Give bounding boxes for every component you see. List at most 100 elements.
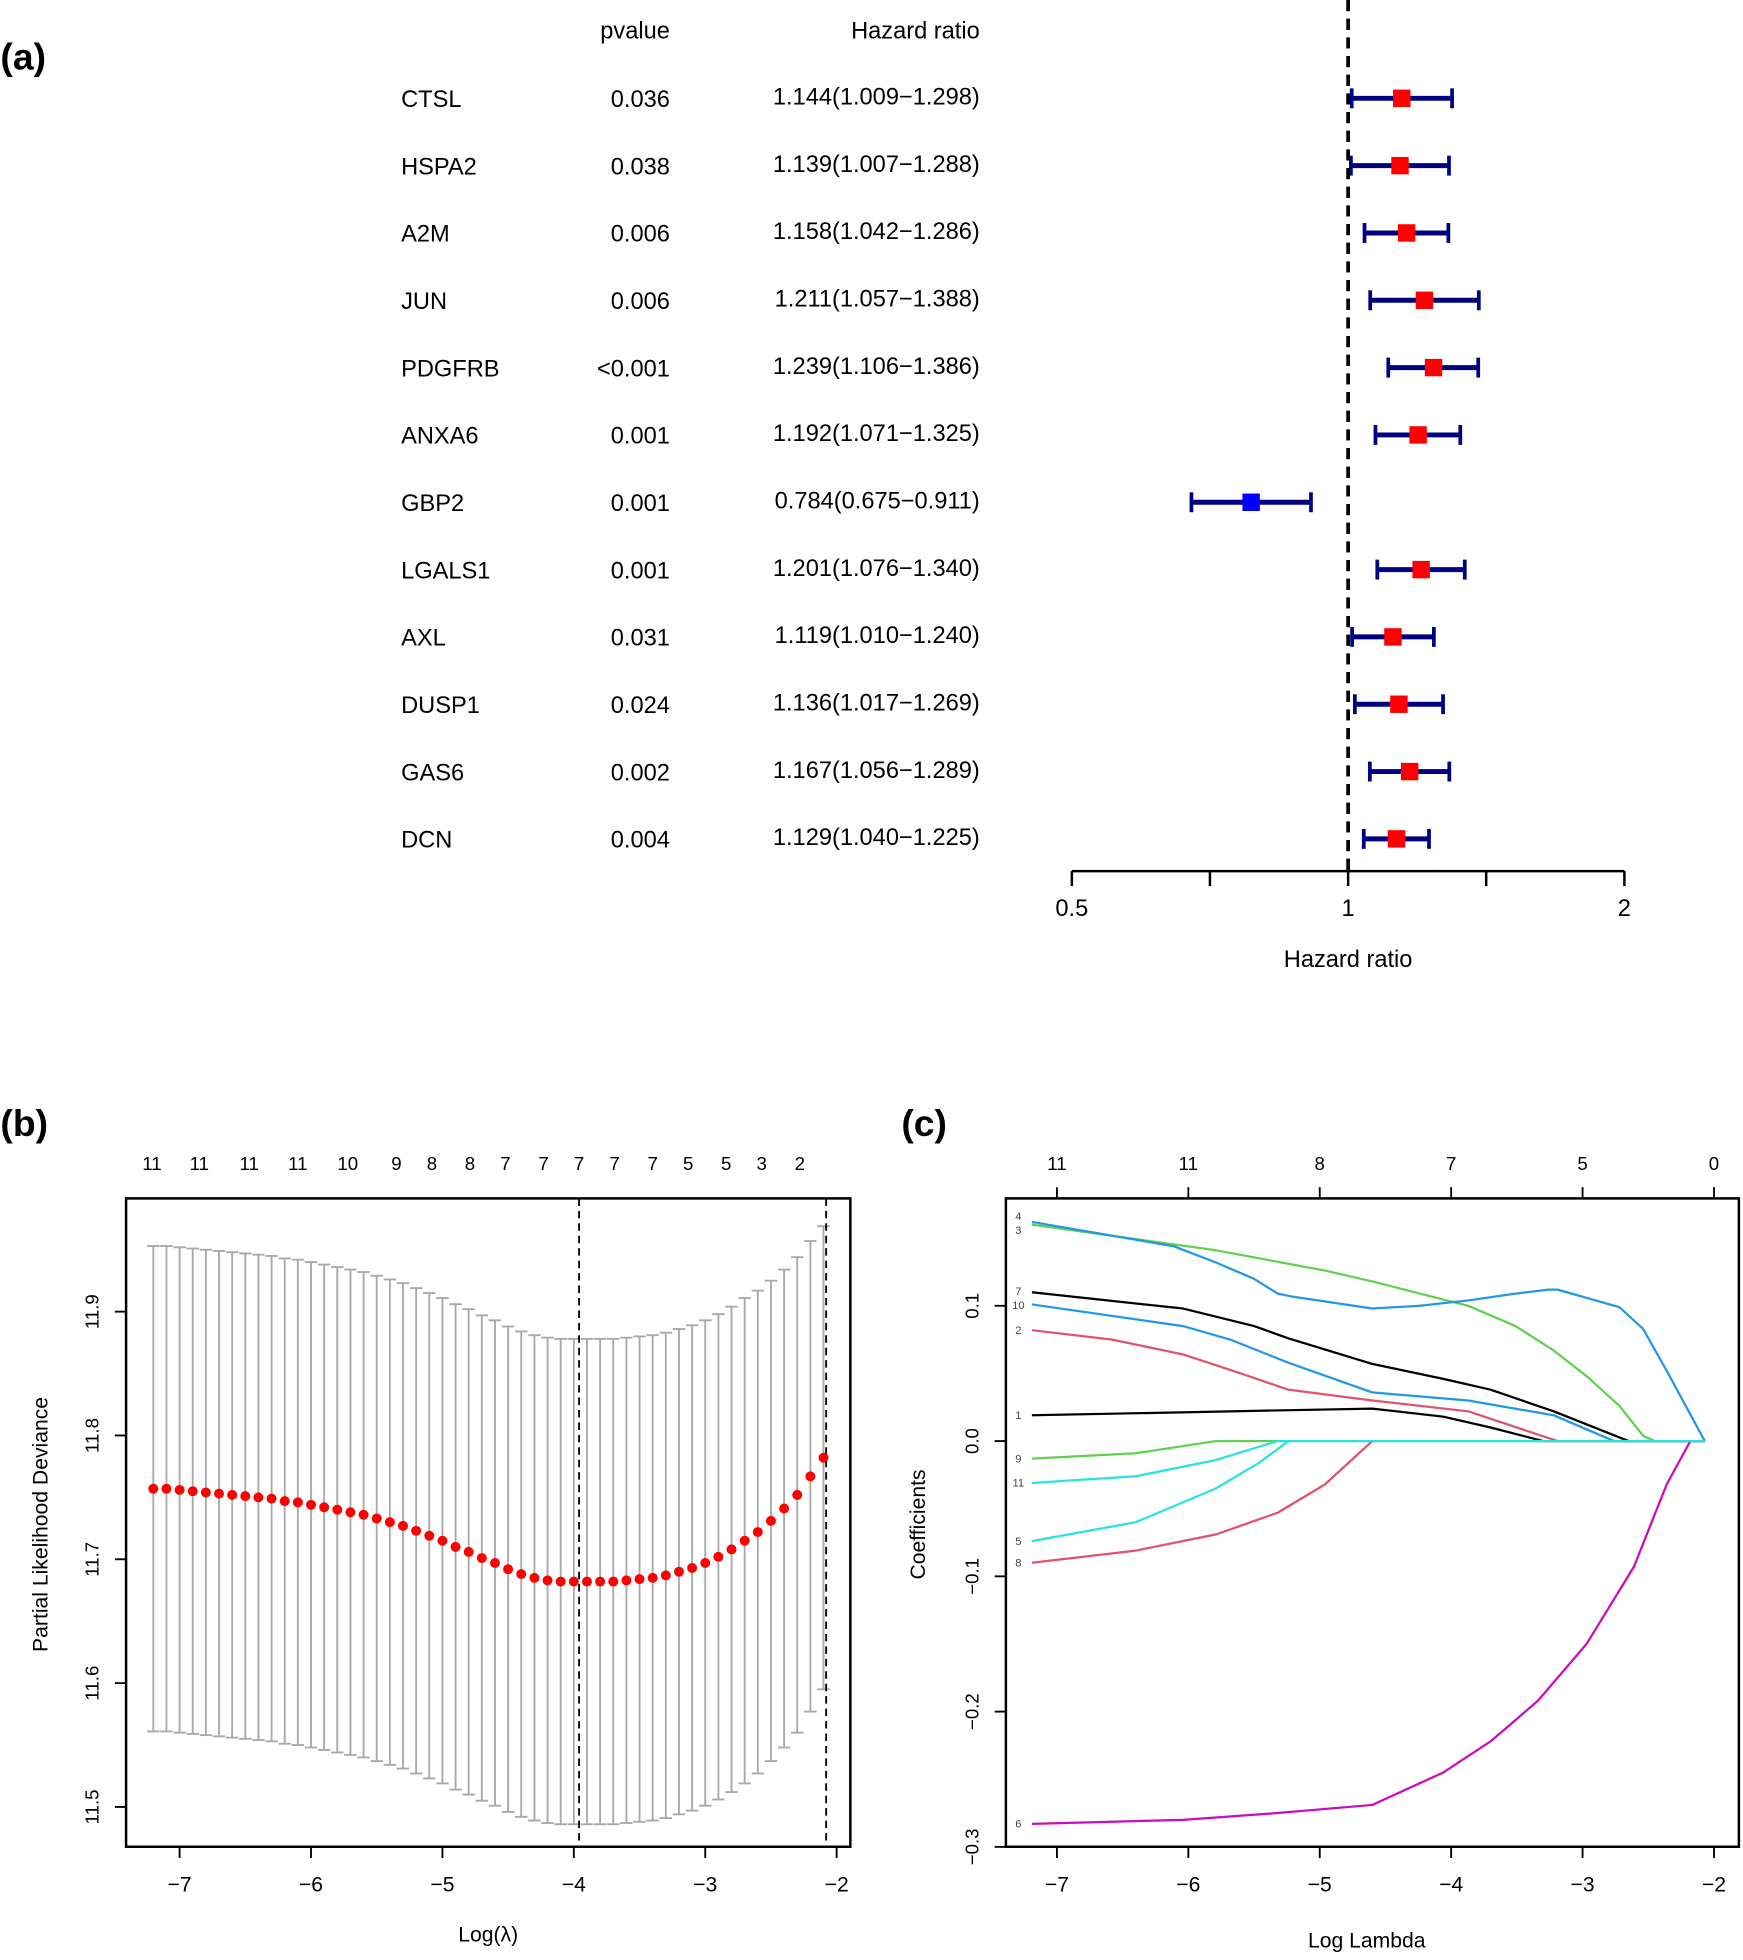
deviance-point: [345, 1507, 356, 1518]
x-tick-label: −4: [562, 1874, 586, 1897]
top-tick-label: 11: [190, 1153, 209, 1174]
panel-label-b: (b): [0, 1102, 48, 1144]
gene-name: A2M: [401, 222, 450, 248]
coefficient-path-11: [1031, 1439, 1705, 1485]
pvalue: 0.024: [611, 693, 670, 719]
deviance-point: [700, 1558, 711, 1568]
hazard-ratio-marker: [1412, 560, 1430, 579]
deviance-point: [647, 1572, 658, 1583]
deviance-point: [818, 1452, 829, 1463]
hazard-ratio-text: 1.144(1.009−1.298): [773, 85, 980, 111]
gene-name: LGALS1: [401, 558, 490, 584]
path-label: 1: [1015, 1410, 1021, 1422]
deviance-point: [739, 1535, 750, 1546]
forest-row: GBP2 0.001 0.784(0.675−0.911): [401, 488, 1313, 517]
deviance-point: [805, 1471, 816, 1482]
coefficient-path-3: [1031, 1223, 1705, 1443]
forest-row: CTSL 0.036 1.144(1.009−1.298): [401, 85, 1454, 113]
x-tick-label: 2: [1618, 896, 1631, 922]
coef-y-axis-title: Coefficients: [907, 1469, 930, 1579]
top-tick-label: 7: [647, 1153, 657, 1174]
hazard-ratio-marker: [1409, 426, 1427, 444]
hazard-ratio-text: 1.239(1.106−1.386): [773, 354, 980, 380]
cv-deviance-plot: Log(λ) Partial Likelihood Deviance −7 −6 −…: [30, 1153, 852, 1946]
forest-row: DUSP1 0.024 1.136(1.017−1.269): [401, 690, 1445, 719]
deviance-point: [411, 1525, 422, 1536]
gene-name: GAS6: [401, 760, 464, 786]
hazard-ratio-header: Hazard ratio: [851, 19, 980, 45]
deviance-point: [503, 1564, 514, 1575]
deviance-point: [371, 1513, 382, 1524]
forest-row: ANXA6 0.001 1.192(1.071−1.325): [401, 421, 1463, 450]
deviance-point: [214, 1488, 224, 1499]
y-tick-label: 11.5: [82, 1789, 103, 1824]
top-tick-label: 7: [574, 1153, 584, 1174]
hazard-ratio-marker: [1242, 493, 1260, 511]
deviance-point: [292, 1497, 303, 1508]
path-label: 3: [1015, 1225, 1021, 1237]
deviance-point: [398, 1520, 408, 1531]
hazard-ratio-text: 1.167(1.056−1.289): [773, 758, 980, 784]
cv-y-axis-title: Partial Likelihood Deviance: [30, 1397, 53, 1652]
top-tick-label: 11: [240, 1153, 259, 1174]
gene-name: DCN: [401, 828, 452, 854]
y-tick-label: 11.6: [82, 1666, 103, 1701]
top-tick-label: 5: [1577, 1153, 1587, 1174]
x-tick-label: −3: [1571, 1874, 1595, 1897]
gene-name: AXL: [401, 626, 446, 652]
path-label: 9: [1015, 1453, 1021, 1465]
gene-name: DUSP1: [401, 693, 480, 719]
coefficient-path-5: [1031, 1439, 1705, 1543]
deviance-point: [148, 1483, 159, 1494]
pvalue: 0.006: [611, 289, 670, 315]
top-tick-label: 5: [721, 1153, 731, 1174]
top-tick-label: 7: [609, 1153, 619, 1174]
y-tick-label: 11.9: [82, 1294, 103, 1329]
deviance-point: [516, 1569, 527, 1580]
deviance-point: [621, 1575, 632, 1586]
hazard-ratio-marker: [1424, 358, 1443, 377]
top-tick-label: 11: [142, 1153, 161, 1174]
cv-plot-frame: [124, 1197, 852, 1848]
gene-name: CTSL: [401, 87, 461, 113]
deviance-point: [713, 1551, 724, 1562]
path-label: 4: [1015, 1211, 1021, 1223]
deviance-point: [529, 1572, 540, 1583]
forest-row: HSPA2 0.038 1.139(1.007−1.288): [401, 152, 1451, 180]
forest-row: A2M 0.006 1.158(1.042−1.286): [401, 219, 1451, 248]
gene-name: GBP2: [401, 491, 464, 517]
deviance-point: [332, 1504, 343, 1515]
x-tick-label: −7: [1045, 1874, 1069, 1897]
deviance-point: [187, 1486, 198, 1497]
coef-plot-frame: [1004, 1197, 1741, 1848]
deviance-point: [660, 1570, 671, 1581]
deviance-point: [266, 1493, 277, 1504]
coefficient-path-10: [1031, 1303, 1705, 1443]
deviance-point: [384, 1517, 395, 1528]
hazard-ratio-marker: [1397, 224, 1416, 242]
deviance-point: [476, 1553, 487, 1564]
coefficient-path-8: [1031, 1439, 1705, 1564]
forest-row: JUN 0.006 1.211(1.057−1.388): [401, 287, 1481, 315]
hazard-ratio-marker: [1390, 695, 1408, 713]
deviance-point: [555, 1576, 566, 1587]
deviance-point: [463, 1546, 474, 1557]
deviance-point: [200, 1487, 211, 1498]
deviance-point: [450, 1541, 461, 1552]
deviance-point: [490, 1558, 500, 1568]
top-tick-label: 7: [500, 1153, 510, 1174]
deviance-point: [726, 1544, 737, 1555]
hazard-ratio-text: 1.211(1.057−1.388): [775, 287, 980, 313]
deviance-point: [161, 1483, 172, 1494]
x-tick-label: −7: [168, 1874, 192, 1897]
x-tick-label: −2: [1702, 1874, 1726, 1897]
y-tick-label: −0.1: [962, 1558, 983, 1595]
y-tick-label: 11.7: [82, 1542, 103, 1577]
pvalue: 0.002: [611, 760, 670, 786]
top-tick-label: 8: [465, 1153, 475, 1174]
hazard-ratio-marker: [1393, 89, 1411, 108]
top-tick-label: 10: [337, 1153, 358, 1174]
x-tick-label: 1: [1342, 896, 1355, 922]
coefficient-path-2: [1031, 1329, 1705, 1443]
deviance-point: [752, 1527, 763, 1538]
